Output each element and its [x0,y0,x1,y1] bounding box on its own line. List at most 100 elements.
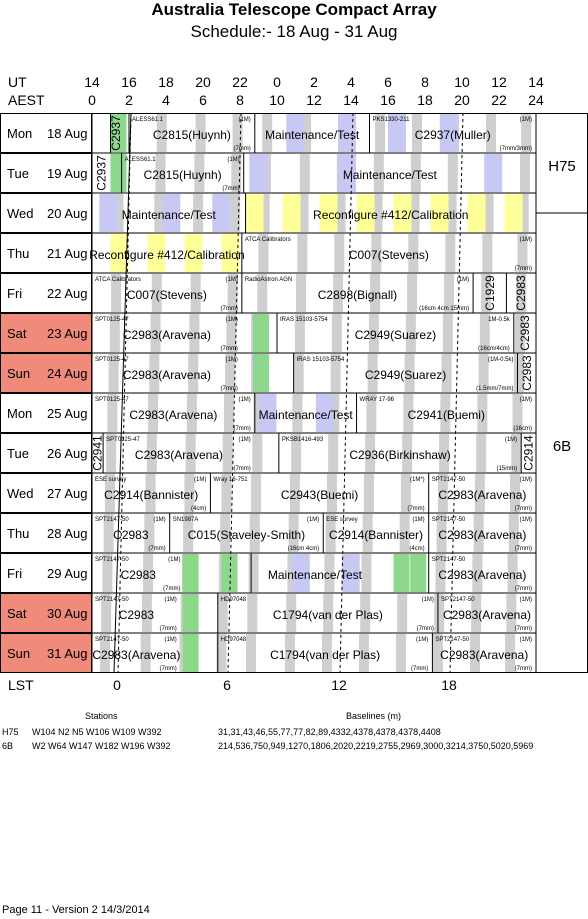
time-band [223,394,234,432]
accent-band [249,154,268,192]
block-label: C2983(Aravena) [123,368,211,382]
time-band [400,474,411,512]
block-array-note: (1M) [307,517,319,523]
block-band-note: (7mm) [515,586,532,592]
time-band [286,594,297,632]
time-band [249,514,260,552]
time-band [472,554,483,592]
time-band [373,154,384,192]
accent-band [439,114,458,152]
ut-tick: 18 [158,74,174,90]
block-source: SPT2147-50 [432,517,466,523]
time-band [442,314,453,352]
aest-tick: 24 [528,92,544,108]
time-band [145,474,156,512]
block-label: C007(Stevens) [127,288,207,302]
block-band-note: (7mm) [515,546,532,552]
block-label: Reconfigure #412/Calibration [313,208,468,222]
block-band-note: (15mm) [497,466,518,472]
time-band [403,394,414,432]
block-array-note: (1M) [520,237,532,243]
station-list-h75: W104 N2 N5 W106 W109 W392 [32,727,162,737]
block-array-note: (1M) [168,557,180,563]
reconfig-band [356,194,375,232]
time-band [148,394,159,432]
day-name: Sun [7,365,31,381]
time-band [248,554,259,592]
time-band [257,274,268,312]
day-name: Thu [7,245,30,261]
ut-tick: 2 [310,74,318,90]
aest-tick: 12 [306,92,322,108]
block-array-note: (1M) [153,517,165,523]
block-array-note: (1M) [520,637,532,643]
time-band [432,634,443,672]
block-source: ESE survey [326,517,357,523]
ut-tick: 8 [421,74,429,90]
time-band [478,354,489,392]
block-source: SPT2147-50 [432,557,466,563]
time-band [447,154,458,192]
station-list-6b: W2 W64 W147 W182 W196 W392 [32,741,171,751]
block-band-note: (7mm) [159,626,176,632]
block-band-note: (7mm) [515,506,532,512]
block-label: C015(Staveley-Smith) [188,528,305,542]
time-band [151,274,162,312]
block-array-note: (1M) [457,277,469,283]
block-source: SPT0125-47 [95,397,129,403]
ut-tick: 14 [84,74,100,90]
day-row-label: Tue 19 Aug [0,153,92,193]
time-band [262,114,273,152]
time-band [109,314,120,352]
block-array-note: (1M) [505,437,517,443]
time-band [194,154,205,192]
config-h75: H75 [548,158,576,175]
day-name: Wed [7,485,34,501]
block-source: IRAS 15103-5754 [280,317,328,323]
block-label: C007(Stevens) [349,248,429,262]
green-band [182,634,199,672]
block-label: C2941(Buemi) [408,408,485,422]
day-date: 31 Aug [47,645,88,661]
day-row-label: Wed 20 Aug [0,193,92,233]
block-label: C2937(Muller) [415,128,491,142]
day-date: 18 Aug [47,125,88,141]
day-date: 27 Aug [47,485,88,501]
time-band [246,634,257,672]
time-band [362,514,373,552]
lst-tick: 0 [113,677,121,693]
time-band [446,194,457,232]
time-band [481,274,492,312]
time-band [397,594,408,632]
block-array-note: (1M-0.5k) [488,357,514,363]
time-band [227,274,238,312]
block-label: C2898(Bignall) [318,288,397,302]
block-array-note: (1M) [194,477,206,483]
green-band [110,114,127,152]
block-label: C2983 [514,275,528,311]
block-source: SN1987A [173,517,199,523]
time-band [324,554,335,592]
block-band-note: (1.5mm/7mm) [476,386,513,392]
time-band [289,474,300,512]
stations-header: Stations [85,711,118,721]
day-row-label: Mon 18 Aug [0,113,92,153]
time-band [146,434,157,472]
block-label: C2983(Aravena) [438,528,526,542]
block-band-note: (16cm 4cm) [288,546,320,552]
day-name: Sat [7,325,27,341]
time-band [185,434,196,472]
ut-tick: 6 [384,74,392,90]
time-band [150,314,161,352]
ut-label: UT [8,74,27,90]
block-array-note: (1M) [238,437,250,443]
block-band-note: (7mm) [417,626,434,632]
time-band [469,634,480,672]
aest-tick: 0 [88,92,96,108]
block-label: C2983 [113,528,149,542]
lst-tick: 12 [331,677,347,693]
time-band [437,474,448,512]
day-name: Sat [7,605,27,621]
day-name: Fri [7,285,23,301]
block-array-note: (1M) [226,317,238,323]
